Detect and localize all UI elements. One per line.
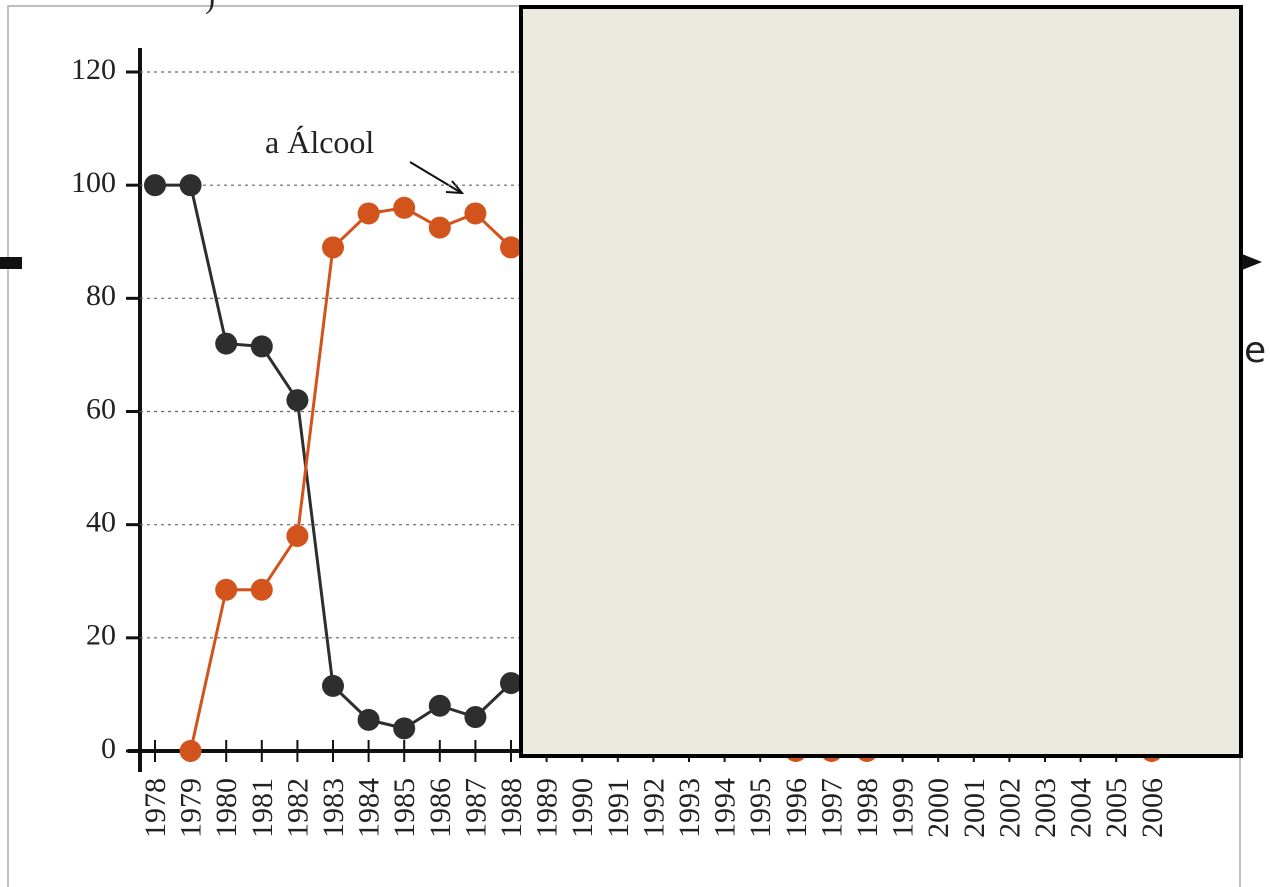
x-tick-label: 1988 [495, 778, 528, 838]
x-tick-label: 1984 [353, 778, 386, 838]
series-line [189, 206, 513, 752]
annotation-arrow [409, 161, 461, 193]
x-tick-label: 2000 [922, 778, 955, 838]
x-tick-label: 1993 [673, 778, 706, 838]
x-tick-label: 1982 [281, 778, 314, 838]
point [250, 578, 273, 601]
point [322, 236, 344, 259]
y-tick-label: 60 [86, 392, 116, 425]
x-tick-label: 2005 [1100, 778, 1133, 838]
x-tick-label: 2001 [958, 778, 991, 838]
x-tick-label: 1997 [815, 778, 848, 838]
point [500, 236, 522, 259]
x-tick-label: 2002 [993, 778, 1026, 838]
point [393, 717, 416, 740]
x-tick-label: 1992 [637, 778, 670, 838]
point [250, 335, 273, 358]
point [357, 202, 380, 225]
x-tick-label: 1983 [317, 778, 350, 838]
x-tick-label: 2006 [1136, 778, 1169, 838]
point [428, 216, 451, 239]
x-tick-label: 1987 [459, 778, 492, 838]
y-tick-label: 120 [71, 53, 116, 86]
x-tick-label: 1989 [531, 778, 564, 838]
x-tick-label: 1979 [175, 778, 208, 838]
x-tick-label: 1994 [709, 778, 742, 838]
x-tick-label: 1991 [602, 778, 635, 838]
point [500, 672, 522, 695]
y-tick-label: 100 [71, 166, 116, 199]
fragment: ) [205, 0, 215, 15]
x-tick-label: 1998 [851, 778, 884, 838]
x-tick-label: 1999 [887, 778, 920, 838]
y-tick-label: 0 [101, 732, 116, 765]
point [357, 708, 380, 731]
point [215, 578, 238, 601]
annotation: a Álcool [265, 124, 374, 160]
x-tick-label: 1978 [139, 778, 172, 838]
point [144, 174, 166, 197]
point [393, 196, 416, 219]
point [215, 332, 238, 355]
x-tick-label: 2004 [1065, 778, 1098, 838]
point [428, 694, 451, 717]
point [179, 740, 202, 762]
point [286, 389, 309, 412]
point [464, 202, 487, 225]
cover-box [519, 5, 1243, 758]
x-tick-label: 1985 [388, 778, 421, 838]
x-tick-label: 1996 [780, 778, 813, 838]
point [322, 674, 344, 697]
x-tick-label: 2003 [1029, 778, 1062, 838]
x-tick-label: 1981 [246, 778, 279, 838]
x-tick-label: 1986 [424, 778, 457, 838]
x-tick-label: 1980 [210, 778, 243, 838]
y-tick-label: 20 [86, 619, 116, 652]
y-tick-label: 80 [86, 279, 116, 312]
x-tick-label: 1995 [744, 778, 777, 838]
x-tick-label: 1990 [566, 778, 599, 838]
point [464, 706, 487, 729]
y-tick-label: 40 [86, 506, 116, 539]
point [286, 524, 309, 547]
point [179, 174, 202, 197]
